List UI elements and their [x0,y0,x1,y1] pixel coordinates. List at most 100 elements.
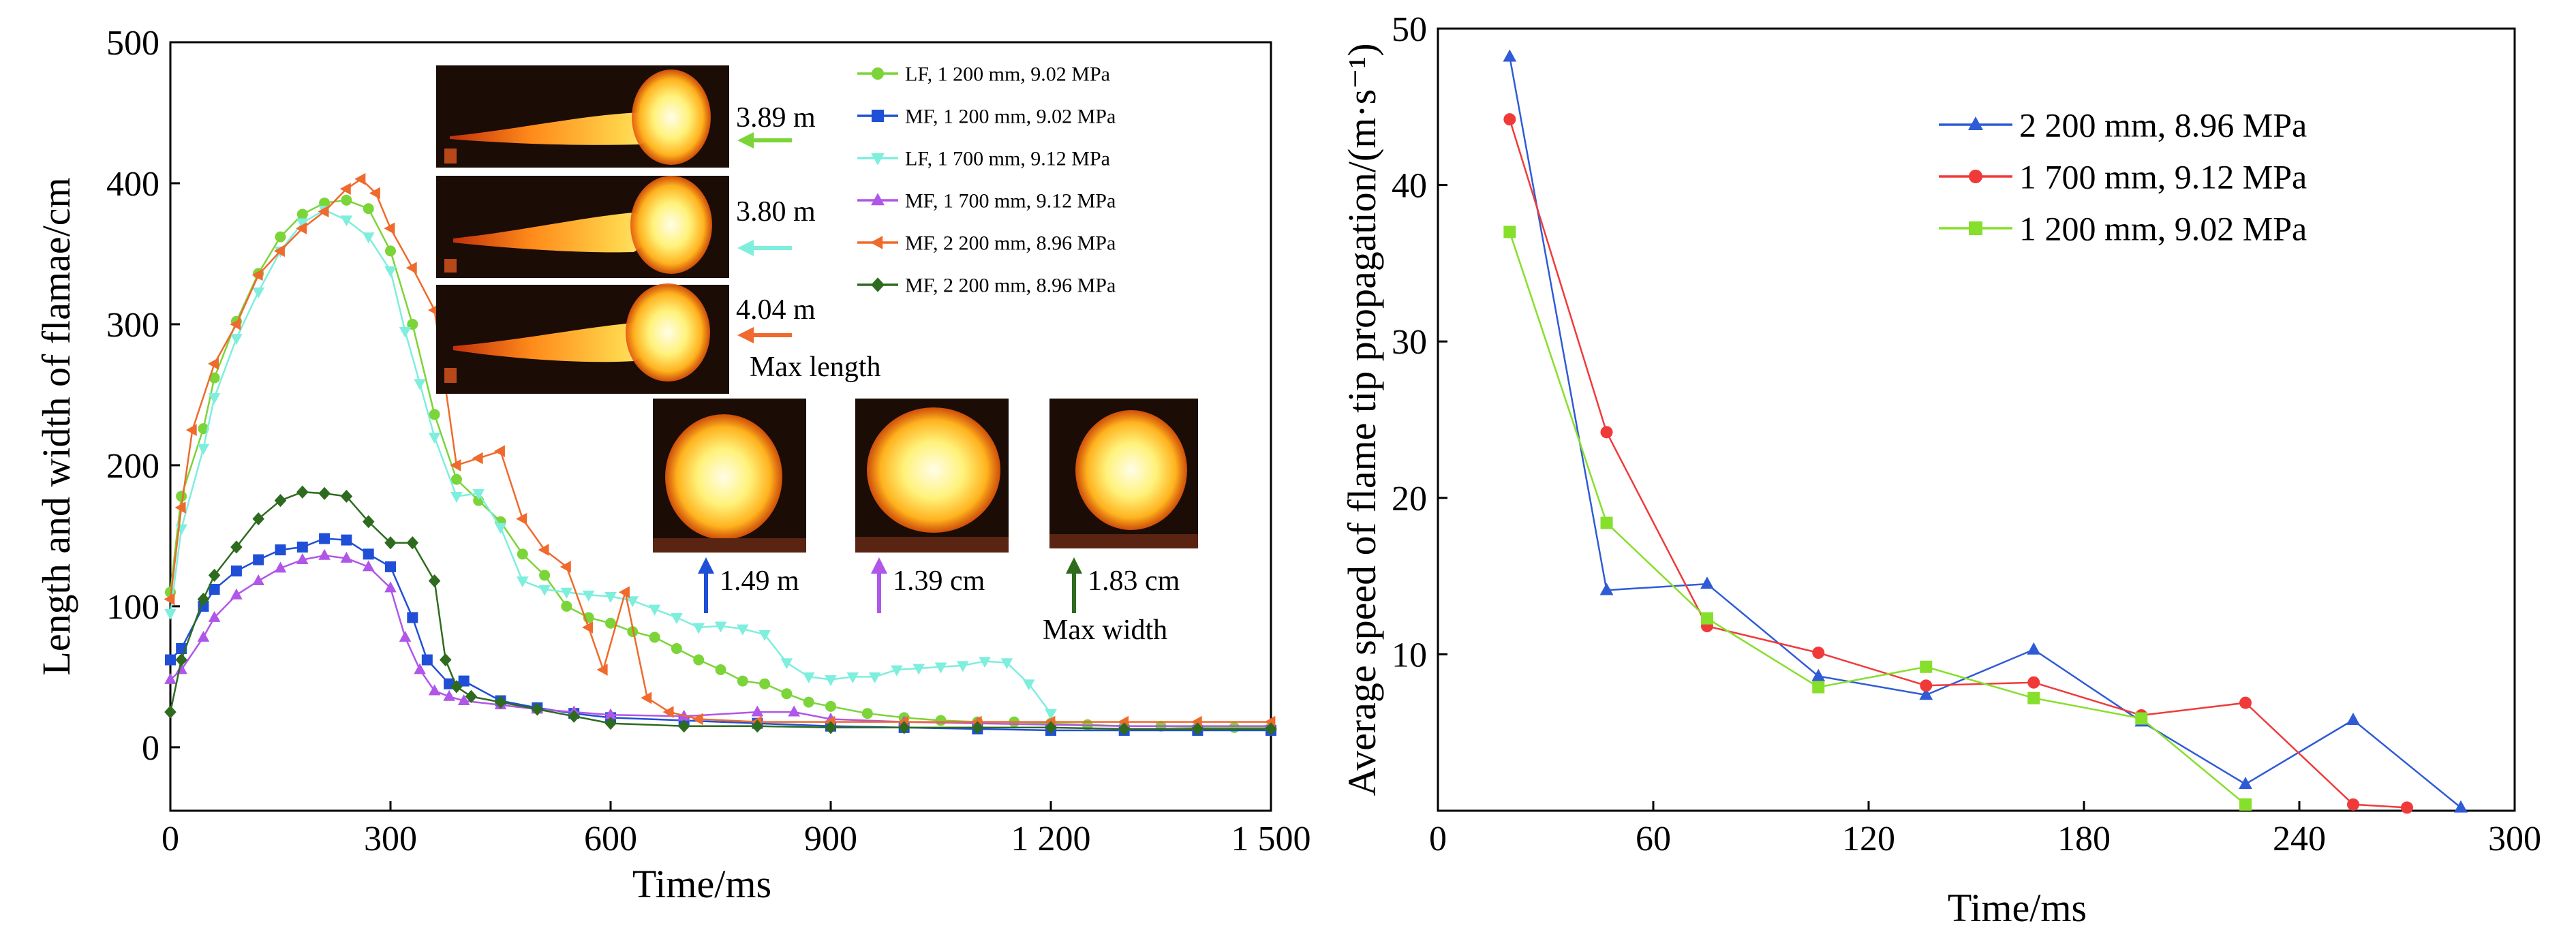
data-point [737,624,749,636]
y-tick-label: 200 [106,447,159,486]
data-point [385,245,396,257]
data-point [340,551,353,563]
data-point [362,560,375,572]
x-tick-label: 900 [804,820,857,858]
data-point [692,713,703,726]
x-tick-label: 1 200 [1011,820,1091,858]
flame-photo-width-2 [855,399,1009,553]
data-point [274,561,287,573]
data-point [296,218,309,230]
data-point [891,665,903,677]
data-point [494,696,507,709]
data-point [450,492,463,503]
annotation-width-2: 1.39 cm [871,557,985,613]
annotation-width-1-label: 1.49 m [720,565,799,597]
data-point [458,675,470,687]
data-point [197,630,210,642]
data-point [582,621,594,634]
data-point [825,721,837,734]
data-point [439,653,452,667]
data-point [175,653,187,667]
x-tick-label: 1 500 [1231,820,1311,858]
data-point [363,203,374,215]
data-point [319,533,331,544]
data-point [275,231,286,243]
annotation-width-3-label: 1.83 cm [1088,565,1180,597]
series-1 [1503,49,2468,813]
data-point [197,444,210,455]
legend-entry-2: MF, 1 200 mm, 9.02 MPa [857,106,1116,128]
series-line [169,491,1271,730]
data-point [780,658,793,670]
annotation-width-1: 1.49 m [698,557,799,613]
data-point [164,672,177,684]
data-point [450,680,463,694]
annotation-length-2-label: 3.80 m [736,196,816,228]
data-point [465,689,478,703]
flame-photo-width-3 [1049,399,1198,548]
data-point [362,515,375,529]
data-point [846,672,859,683]
legend-marker [1969,221,1982,235]
legend-label: LF, 1 700 mm, 9.12 MPa [905,148,1110,170]
data-point [457,694,470,705]
data-point [414,663,426,674]
plot-frame [169,41,1272,812]
data-point [531,702,544,716]
legend-entry-3: LF, 1 700 mm, 9.12 MPa [857,148,1110,170]
data-point [385,561,396,572]
data-point [935,715,947,726]
data-point [384,581,397,593]
data-point [428,433,441,444]
y-tick-label: 100 [106,588,159,627]
legend-entry-3: 1 200 mm, 9.02 MPa [1939,210,2307,248]
data-point [604,717,617,730]
y-tick-label: 40 [1392,167,1427,206]
data-point [759,678,771,689]
data-point [971,721,984,734]
data-point [208,568,221,582]
data-point [208,610,221,622]
data-point [604,708,617,719]
data-point [174,501,186,514]
legend-entry-4: MF, 1 700 mm, 9.12 MPa [857,190,1116,213]
x-tick-label: 300 [364,820,417,858]
annotation-length-3: 4.04 m Max length [736,294,880,383]
annotation-max-length-label: Max length [750,352,880,383]
data-point [641,692,652,704]
data-point [803,696,814,708]
legend-entry-1: 2 200 mm, 8.96 MPa [1939,106,2307,144]
legend: 2 200 mm, 8.96 MPa 1 700 mm, 9.12 MPa 1 20… [1939,106,2307,248]
y-tick-label: 500 [106,24,159,63]
legend-label: 1 700 mm, 9.12 MPa [2019,158,2307,196]
data-point [493,445,505,458]
data-point [341,534,352,546]
annotation-width-3: 1.83 cm Max width [1043,557,1180,646]
data-point [1022,679,1035,691]
flame-photo-width-1 [653,399,806,553]
y-tick-label: 400 [106,165,159,204]
data-point [2454,800,2468,813]
data-point [714,621,727,633]
y-tick-label: 10 [1392,636,1427,674]
data-point [472,488,485,500]
data-point [1265,722,1277,736]
data-point [384,266,397,277]
data-point [649,632,660,643]
data-point [2027,692,2040,704]
data-point [2027,676,2040,689]
plot-frame [1437,27,2516,812]
data-point [354,172,366,185]
legend: LF, 1 200 mm, 9.02 MPa MF, 1 200 mm, 9.02… [857,63,1116,297]
data-point [252,287,264,298]
data-point [605,617,616,629]
data-point [428,684,441,696]
y-tick-label: 50 [1392,10,1427,49]
data-point [421,654,433,666]
flame-photo-lf-1200 [436,65,729,168]
data-point [450,459,461,471]
data-point [340,215,353,227]
data-point [1503,226,1516,238]
data-point [568,709,580,723]
